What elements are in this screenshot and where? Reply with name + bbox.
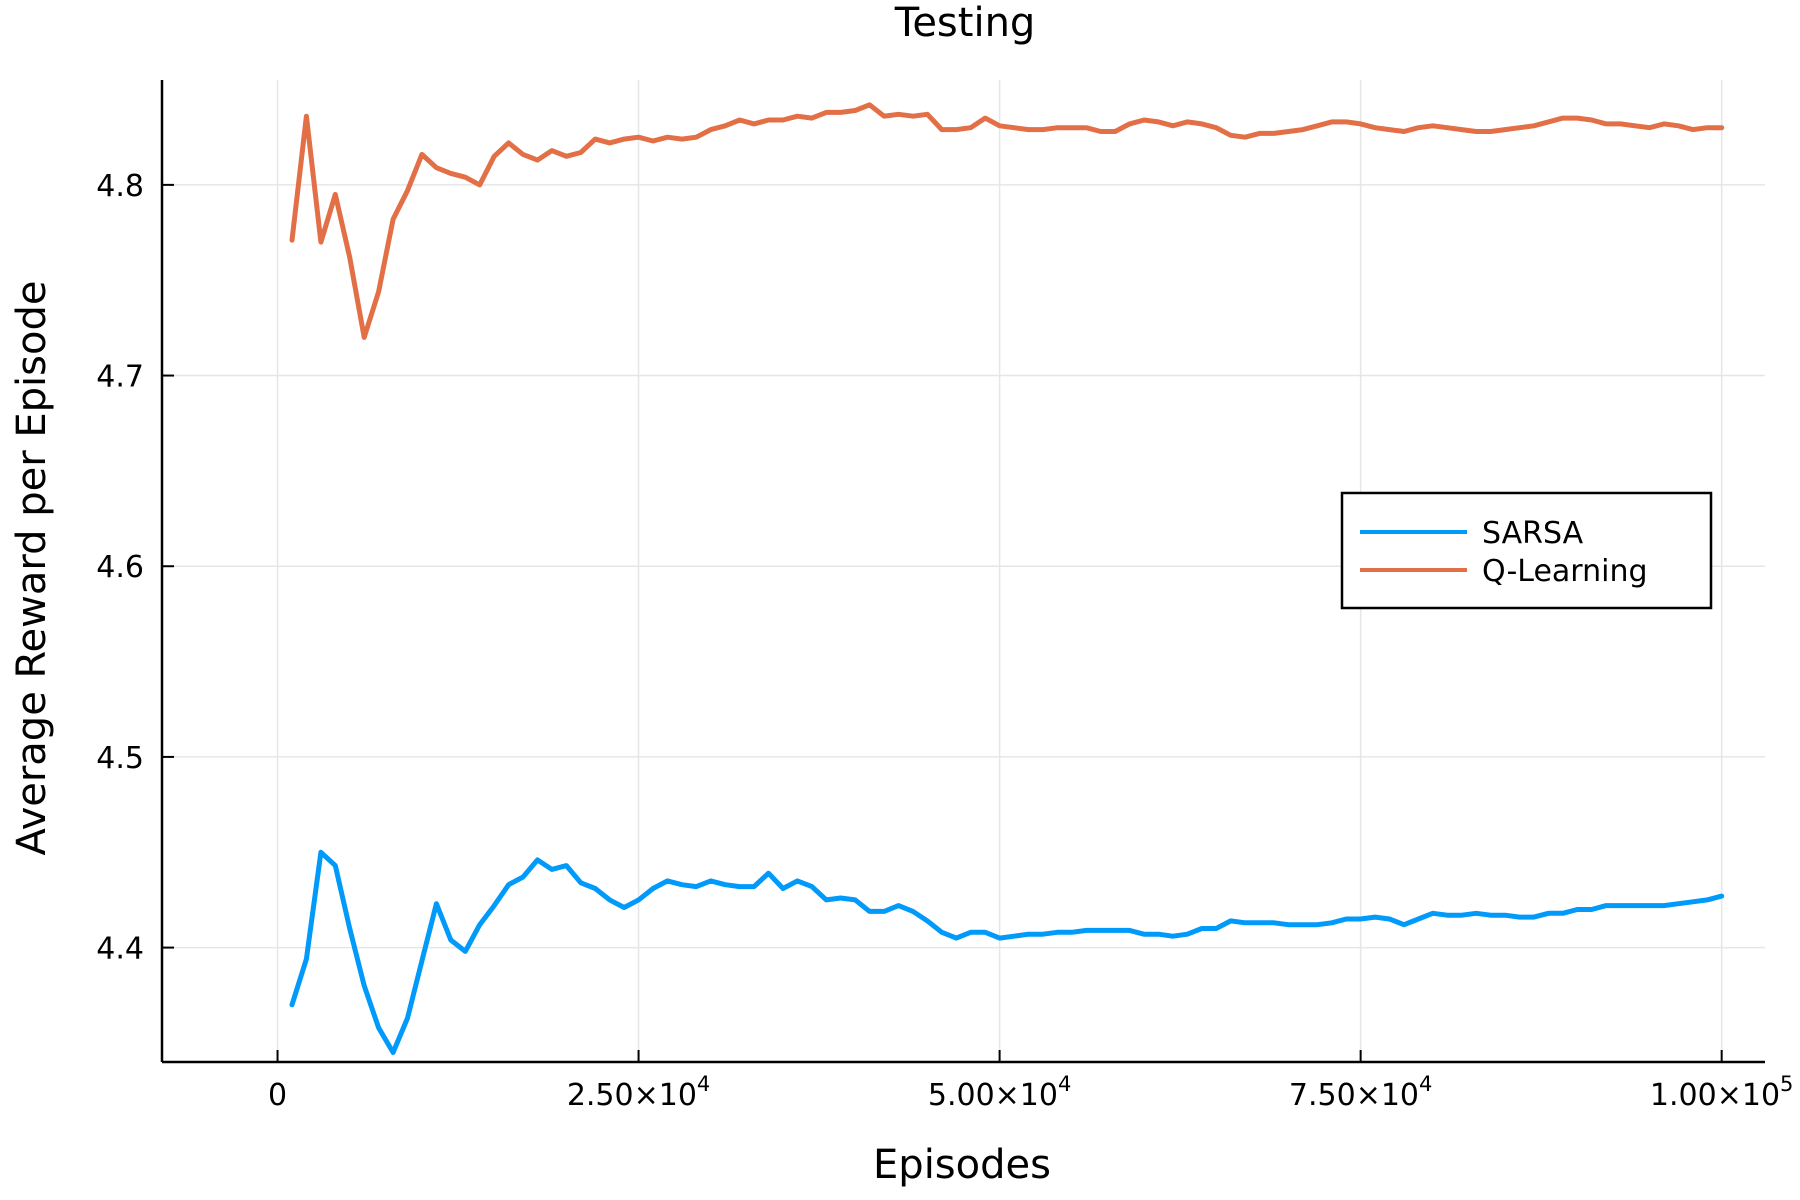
x-tick-label: 0: [268, 1078, 287, 1113]
x-axis-title: Episodes: [873, 1142, 1051, 1188]
x-tick-mantissa: 7.50×10: [1289, 1078, 1419, 1113]
legend-box: [1340, 491, 1713, 610]
y-tick-label: 4.6: [96, 550, 144, 585]
x-tick-label: 1.00×105: [1650, 1072, 1793, 1113]
series-line-sarsa: [289, 849, 1725, 1055]
axes: [160, 80, 1765, 1064]
x-tick-exponent: 5: [1780, 1072, 1793, 1096]
gridlines: [162, 80, 1765, 1062]
chart-title: Testing: [894, 0, 1036, 46]
data-series: [289, 102, 1725, 1055]
x-tick-label: 5.00×104: [928, 1072, 1071, 1113]
y-axis-title: Average Reward per Episode: [9, 281, 55, 856]
y-tick-label: 4.4: [96, 932, 144, 967]
y-tick-label: 4.8: [96, 169, 144, 204]
y-tick-label: 4.5: [96, 741, 144, 776]
x-tick-exponent: 4: [1419, 1072, 1432, 1096]
series-line-q-learning: [289, 102, 1725, 340]
x-tick-mantissa: 0: [268, 1078, 287, 1113]
x-tick-exponent: 4: [697, 1072, 710, 1096]
legend-label-sarsa: SARSA: [1482, 516, 1584, 551]
x-tick-mantissa: 1.00×10: [1650, 1078, 1780, 1113]
x-tick-label: 7.50×104: [1289, 1072, 1432, 1113]
x-tick-mantissa: 5.00×10: [928, 1078, 1058, 1113]
legend: SARSA Q-Learning: [1340, 491, 1713, 610]
legend-label-q-learning: Q-Learning: [1482, 554, 1648, 589]
x-tick-exponent: 4: [1058, 1072, 1071, 1096]
x-tick-mantissa: 2.50×10: [567, 1078, 697, 1113]
y-tick-label: 4.7: [96, 360, 144, 395]
tick-labels: 4.44.54.64.74.80 2.50×104 5.00×104 7.50×104…: [96, 169, 1793, 1113]
x-tick-label: 2.50×104: [567, 1072, 710, 1113]
